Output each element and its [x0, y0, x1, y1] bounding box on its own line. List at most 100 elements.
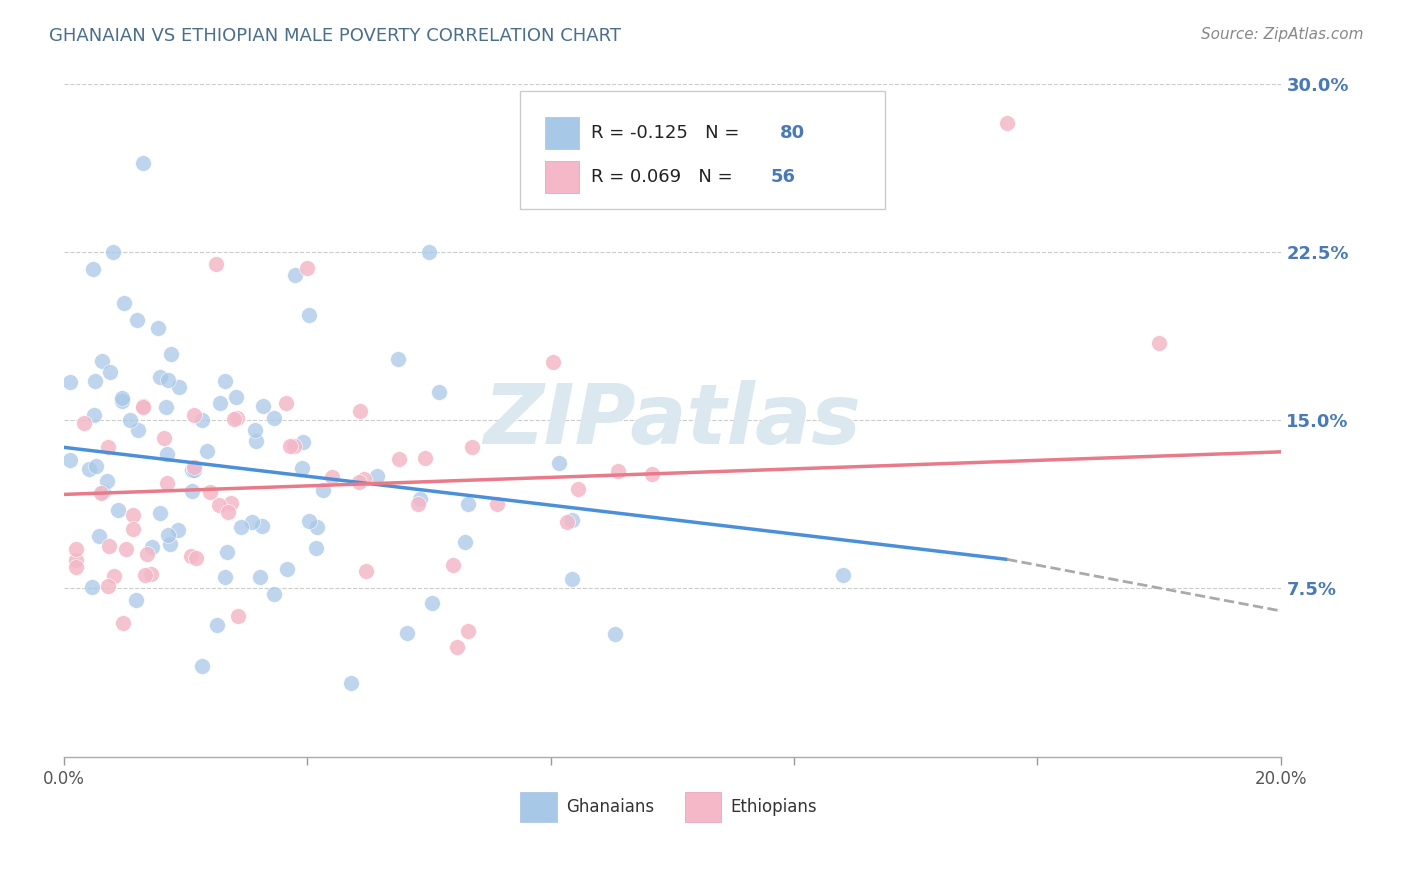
Point	[84, 374, 107, 388]
Point	[995, 115, 1018, 129]
Point	[112, 616, 135, 631]
Point	[240, 515, 263, 529]
FancyBboxPatch shape	[520, 91, 886, 209]
Text: Ghanaians: Ghanaians	[567, 798, 655, 816]
Text: Source: ZipAtlas.com: Source: ZipAtlas.com	[1201, 27, 1364, 42]
Point	[139, 566, 162, 581]
Point	[222, 412, 245, 426]
Point	[298, 308, 321, 322]
Point	[388, 451, 411, 466]
Point	[146, 321, 169, 335]
Bar	[520, 792, 557, 822]
Text: R = 0.069   N =: R = 0.069 N =	[591, 169, 738, 186]
Point	[353, 473, 375, 487]
Point	[127, 423, 149, 437]
Point	[183, 408, 205, 422]
Point	[156, 447, 179, 461]
Point	[217, 505, 239, 519]
Point	[82, 261, 104, 276]
Point	[111, 393, 134, 408]
Point	[366, 469, 388, 483]
Point	[215, 544, 238, 558]
Point	[406, 496, 429, 510]
Point	[349, 404, 371, 418]
Point	[111, 391, 134, 405]
Point	[561, 573, 583, 587]
Point	[274, 396, 297, 410]
Text: GHANAIAN VS ETHIOPIAN MALE POVERTY CORRELATION CHART: GHANAIAN VS ETHIOPIAN MALE POVERTY CORRE…	[49, 27, 621, 45]
Point	[157, 373, 180, 387]
Point	[149, 370, 172, 384]
Point	[446, 640, 468, 654]
Point	[159, 537, 181, 551]
Point	[83, 408, 105, 422]
Point	[547, 456, 569, 470]
Point	[156, 527, 179, 541]
Point	[125, 312, 148, 326]
Point	[153, 431, 176, 445]
Point	[132, 156, 155, 170]
Point	[283, 439, 305, 453]
Point	[312, 483, 335, 497]
Bar	[544, 117, 579, 149]
Point	[159, 346, 181, 360]
Point	[91, 485, 114, 500]
Point	[263, 411, 285, 425]
Point	[205, 257, 228, 271]
Point	[107, 503, 129, 517]
Text: 56: 56	[770, 169, 796, 186]
Point	[134, 568, 156, 582]
Point	[183, 463, 205, 477]
Point	[214, 375, 236, 389]
Point	[209, 395, 232, 409]
Point	[118, 413, 141, 427]
Point	[219, 496, 242, 510]
Point	[280, 439, 302, 453]
Point	[354, 564, 377, 578]
Point	[245, 434, 267, 448]
Point	[195, 444, 218, 458]
Point	[205, 618, 228, 632]
Point	[112, 295, 135, 310]
Point	[276, 562, 298, 576]
Point	[457, 624, 479, 638]
Point	[180, 549, 202, 563]
Point	[169, 380, 191, 394]
Point	[59, 453, 82, 467]
Point	[198, 485, 221, 500]
Point	[461, 440, 484, 454]
Point	[831, 568, 853, 582]
Point	[125, 593, 148, 607]
Point	[387, 352, 409, 367]
Point	[80, 580, 103, 594]
Point	[180, 484, 202, 499]
Point	[457, 497, 479, 511]
Point	[191, 412, 214, 426]
Point	[441, 558, 464, 572]
Point	[131, 401, 153, 415]
Point	[1147, 336, 1170, 351]
Point	[321, 470, 343, 484]
Point	[607, 464, 630, 478]
Point	[77, 462, 100, 476]
Point	[415, 451, 437, 466]
Point	[453, 535, 475, 549]
Point	[226, 609, 249, 624]
Point	[485, 497, 508, 511]
Point	[84, 458, 107, 473]
Point	[156, 476, 179, 491]
Point	[87, 529, 110, 543]
Point	[225, 390, 247, 404]
Point	[418, 245, 440, 260]
Point	[183, 459, 205, 474]
Point	[305, 520, 328, 534]
Point	[297, 261, 319, 276]
Point	[101, 245, 124, 260]
Point	[97, 579, 120, 593]
Point	[59, 376, 82, 390]
Text: 80: 80	[779, 124, 804, 142]
Point	[263, 586, 285, 600]
Point	[122, 508, 145, 523]
Point	[409, 491, 432, 506]
Point	[349, 475, 371, 489]
